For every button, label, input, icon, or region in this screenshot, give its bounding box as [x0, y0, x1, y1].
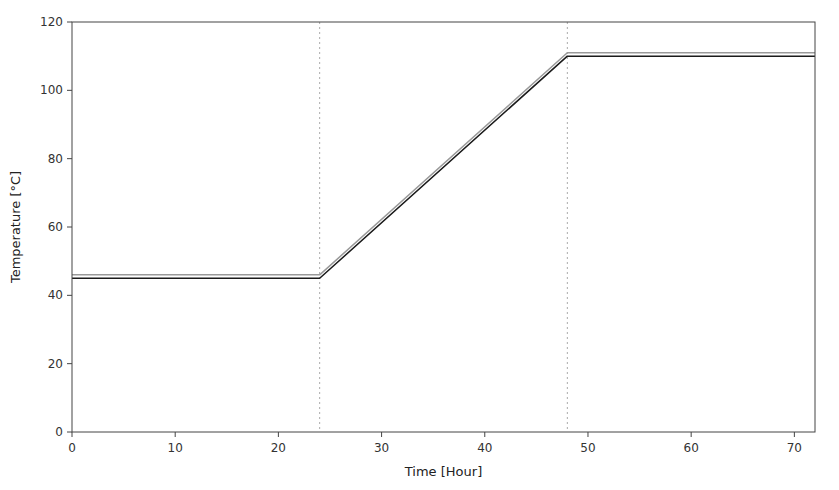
x-tick-label: 40 [477, 441, 492, 455]
plot-area [72, 22, 815, 432]
x-tick-label: 60 [684, 441, 699, 455]
x-tick [175, 432, 176, 437]
y-tick [67, 22, 72, 23]
x-tick [381, 432, 382, 437]
y-tick [67, 432, 72, 433]
x-tick-label: 30 [374, 441, 389, 455]
x-tick [278, 432, 279, 437]
y-tick-label: 60 [48, 220, 63, 234]
y-tick [67, 363, 72, 364]
x-tick [794, 432, 795, 437]
x-tick-label: 10 [168, 441, 183, 455]
x-tick [587, 432, 588, 437]
y-tick-label: 0 [55, 425, 63, 439]
chart: 0 10 20 30 40 50 60 70 0 20 40 60 80 100 120 Time [Hour… [0, 0, 839, 490]
y-tick-label: 80 [48, 152, 63, 166]
y-tick [67, 158, 72, 159]
x-tick-label: 50 [580, 441, 595, 455]
plot-frame [72, 22, 815, 432]
axes: 0 10 20 30 40 50 60 70 0 20 40 60 80 100 120 [40, 15, 802, 455]
y-tick-label: 40 [48, 288, 63, 302]
y-tick-label: 20 [48, 357, 63, 371]
x-tick [691, 432, 692, 437]
x-tick [72, 432, 73, 437]
series-line [72, 53, 815, 275]
plot-background [72, 22, 815, 432]
y-axis-label: Temperature [°C] [8, 171, 23, 284]
series-line [72, 56, 815, 278]
x-tick [484, 432, 485, 437]
reference-line [319, 22, 320, 432]
y-tick [67, 227, 72, 228]
y-tick [67, 295, 72, 296]
y-tick [67, 90, 72, 91]
reference-line [567, 22, 568, 432]
y-tick-label: 120 [40, 15, 63, 29]
x-tick-label: 20 [271, 441, 286, 455]
y-tick-label: 100 [40, 83, 63, 97]
x-tick-label: 0 [68, 441, 76, 455]
x-tick-label: 70 [787, 441, 802, 455]
x-axis-label: Time [Hour] [404, 464, 482, 479]
